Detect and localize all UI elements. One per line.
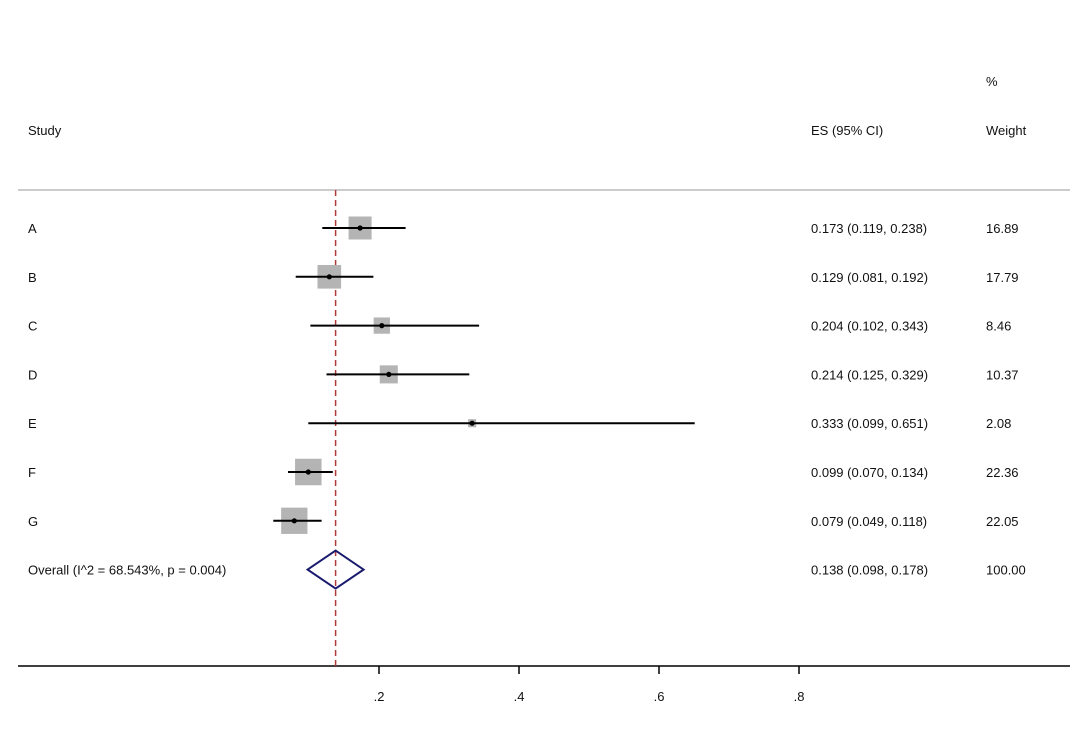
- es-ci-text-F: 0.099 (0.070, 0.134): [811, 465, 928, 480]
- x-tick-label: .4: [514, 689, 525, 704]
- weight-text-C: 8.46: [986, 319, 1011, 334]
- x-tick-label: .2: [374, 689, 385, 704]
- point-estimate-A: [357, 225, 363, 231]
- point-estimate-G: [291, 518, 297, 524]
- point-estimate-B: [326, 274, 332, 280]
- study-label-F: F: [28, 465, 36, 480]
- overall-weight-text: 100.00: [986, 563, 1026, 578]
- point-estimate-C: [379, 323, 385, 329]
- study-label-G: G: [28, 514, 38, 529]
- point-estimate-E: [469, 420, 475, 426]
- es-ci-text-B: 0.129 (0.081, 0.192): [811, 270, 928, 285]
- es-ci-text-A: 0.173 (0.119, 0.238): [811, 221, 927, 236]
- weight-text-E: 2.08: [986, 416, 1011, 431]
- weight-text-F: 22.36: [986, 465, 1019, 480]
- overall-es-ci-text: 0.138 (0.098, 0.178): [811, 563, 928, 578]
- study-label-E: E: [28, 416, 37, 431]
- weight-text-G: 22.05: [986, 514, 1019, 529]
- header-es: ES (95% CI): [811, 123, 883, 138]
- header-percent: %: [986, 74, 998, 89]
- point-estimate-D: [386, 371, 392, 377]
- weight-text-B: 17.79: [986, 270, 1019, 285]
- study-label-C: C: [28, 319, 37, 334]
- es-ci-text-G: 0.079 (0.049, 0.118): [811, 514, 927, 529]
- point-estimate-F: [305, 469, 311, 475]
- es-ci-text-C: 0.204 (0.102, 0.343): [811, 319, 928, 334]
- x-tick-label: .6: [654, 689, 665, 704]
- x-tick-label: .8: [794, 689, 805, 704]
- header-weight: Weight: [986, 123, 1027, 138]
- es-ci-text-E: 0.333 (0.099, 0.651): [811, 416, 928, 431]
- study-label-B: B: [28, 270, 37, 285]
- overall-label: Overall (I^2 = 68.543%, p = 0.004): [28, 563, 226, 578]
- study-label-A: A: [28, 221, 37, 236]
- weight-text-D: 10.37: [986, 367, 1019, 382]
- es-ci-text-D: 0.214 (0.125, 0.329): [811, 367, 928, 382]
- weight-text-A: 16.89: [986, 221, 1019, 236]
- overall-diamond: [305, 549, 366, 590]
- header-study: Study: [28, 123, 62, 138]
- study-label-D: D: [28, 367, 37, 382]
